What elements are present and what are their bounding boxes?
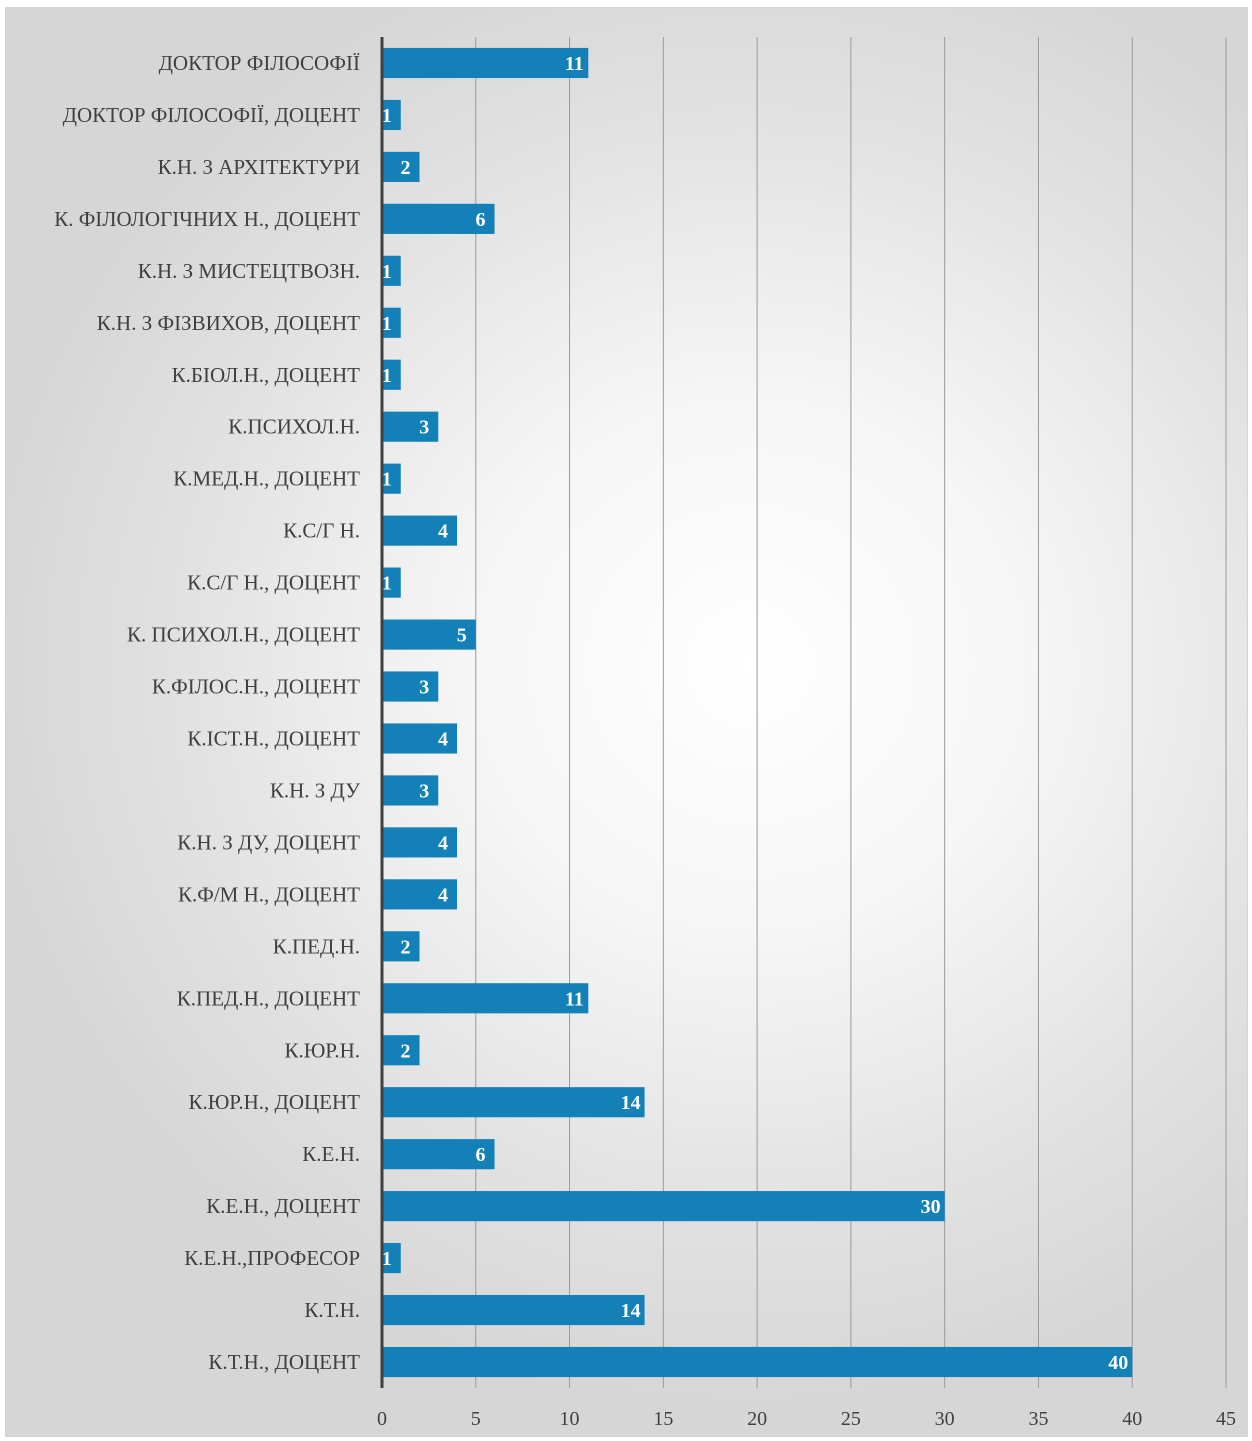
bar	[382, 879, 458, 910]
category-label: К.Е.Н.	[302, 1142, 360, 1166]
bar	[382, 619, 476, 650]
data-label: 3	[419, 780, 429, 802]
category-label: К.ФІЛОС.Н., ДОЦЕНТ	[152, 675, 360, 699]
category-label: К.Е.Н.,ПРОФЕСОР	[184, 1246, 360, 1270]
bar	[382, 255, 401, 286]
category-label: ДОКТОР ФІЛОСОФІЇ	[159, 51, 360, 75]
category-label: К.Н. З ФІЗВИХОВ, ДОЦЕНТ	[97, 311, 360, 335]
data-label: 2	[401, 936, 411, 958]
data-label: 1	[382, 105, 392, 127]
data-label: 1	[382, 261, 392, 283]
category-label: К.ПЕД.Н., ДОЦЕНТ	[177, 986, 360, 1010]
category-label: К. ФІЛОЛОГІЧНИХ Н., ДОЦЕНТ	[54, 207, 360, 231]
bar	[382, 515, 458, 546]
bar	[382, 1346, 1133, 1378]
data-label: 14	[621, 1092, 641, 1114]
data-label: 2	[401, 1040, 411, 1062]
bar	[382, 151, 420, 182]
bar	[382, 827, 458, 858]
data-label: 11	[565, 988, 584, 1010]
category-label: К.Н. З ДУ, ДОЦЕНТ	[177, 830, 360, 854]
x-tick-label: 20	[747, 1408, 767, 1430]
bar	[382, 567, 401, 598]
data-label: 6	[476, 209, 486, 231]
x-tick-label: 35	[1028, 1408, 1048, 1430]
category-label: К.ІСТ.Н., ДОЦЕНТ	[187, 726, 360, 750]
data-label: 11	[565, 53, 584, 75]
data-label: 3	[419, 677, 429, 699]
category-label: К.ПЕД.Н.	[273, 934, 360, 958]
category-label: К.Т.Н., ДОЦЕНТ	[208, 1350, 360, 1374]
category-label: ДОКТОР ФІЛОСОФІЇ, ДОЦЕНТ	[63, 103, 361, 127]
category-label: К.Т.Н.	[304, 1298, 360, 1322]
bar	[382, 775, 439, 806]
data-label: 2	[401, 157, 411, 179]
bar	[382, 359, 401, 390]
data-label: 4	[438, 728, 448, 750]
data-label: 1	[382, 313, 392, 335]
data-label: 1	[382, 469, 392, 491]
bar	[382, 1294, 645, 1326]
x-tick-label: 45	[1216, 1408, 1236, 1430]
x-tick-label: 30	[935, 1408, 955, 1430]
bar	[382, 203, 495, 234]
data-label: 1	[382, 573, 392, 595]
category-label: К.МЕД.Н., ДОЦЕНТ	[173, 467, 360, 491]
category-label: К.ЮР.Н.	[284, 1038, 360, 1062]
data-label: 4	[438, 832, 448, 854]
bar	[382, 1191, 945, 1222]
x-tick-label: 5	[471, 1408, 481, 1430]
category-label: К.БІОЛ.Н., ДОЦЕНТ	[172, 363, 360, 387]
data-label: 4	[438, 884, 448, 906]
category-label: К.Е.Н., ДОЦЕНТ	[206, 1194, 360, 1218]
data-label: 14	[621, 1300, 641, 1322]
bar	[382, 411, 439, 442]
x-tick-label: 10	[560, 1408, 580, 1430]
bar	[382, 463, 401, 494]
category-label: К. ПСИХОЛ.Н., ДОЦЕНТ	[127, 623, 360, 647]
category-label: К.Н. З МИСТЕЦТВОЗН.	[138, 259, 360, 283]
data-label: 4	[438, 521, 448, 543]
category-label: К.Н. З ДУ	[270, 778, 360, 802]
bar	[382, 1035, 420, 1066]
bar	[382, 983, 589, 1014]
x-tick-label: 25	[841, 1408, 861, 1430]
bar	[382, 1243, 401, 1274]
data-label: 5	[457, 625, 467, 647]
data-label: 1	[382, 1248, 392, 1270]
bar	[382, 1087, 645, 1118]
x-tick-label: 0	[377, 1408, 387, 1430]
bar	[382, 99, 401, 131]
bar	[382, 1139, 495, 1170]
category-label: К.С/Г Н., ДОЦЕНТ	[187, 571, 360, 595]
bar	[382, 671, 439, 702]
data-label: 3	[419, 417, 429, 439]
category-label: К.Н. З АРХІТЕКТУРИ	[158, 155, 360, 179]
bar	[382, 723, 458, 754]
x-tick-label: 40	[1122, 1408, 1142, 1430]
data-label: 6	[476, 1144, 486, 1166]
bar	[382, 307, 401, 338]
category-label: К.С/Г Н.	[283, 519, 360, 543]
data-label: 1	[382, 365, 392, 387]
data-label: 40	[1108, 1352, 1128, 1374]
category-label: К.ПСИХОЛ.Н.	[228, 415, 360, 439]
x-tick-label: 15	[653, 1408, 673, 1430]
category-label: К.ЮР.Н., ДОЦЕНТ	[188, 1090, 360, 1114]
bar	[382, 931, 420, 962]
bar	[382, 47, 589, 79]
category-label: К.Ф/М Н., ДОЦЕНТ	[178, 882, 360, 906]
data-label: 30	[921, 1196, 941, 1218]
